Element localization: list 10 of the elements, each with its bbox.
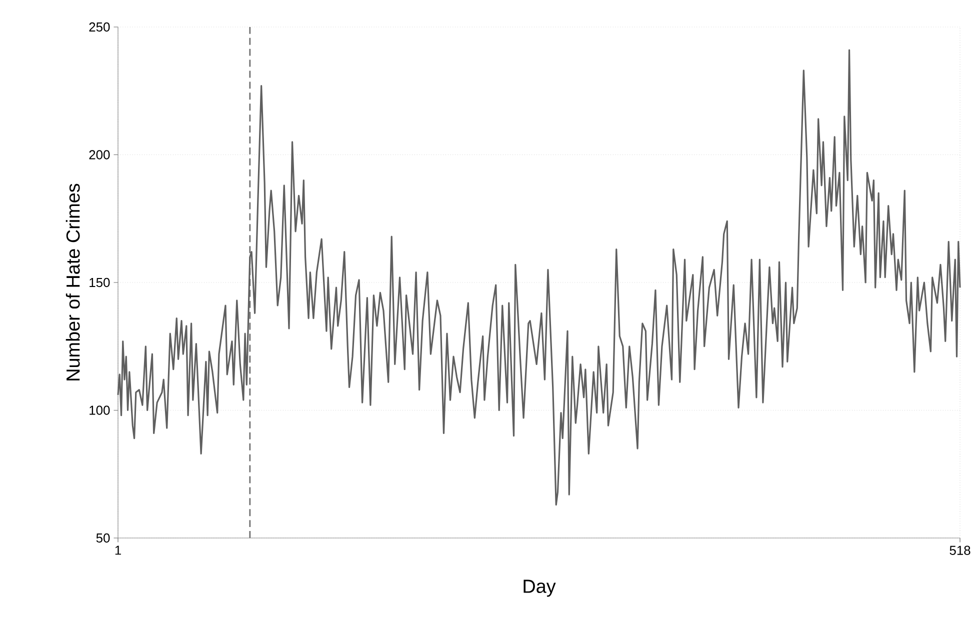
y-axis-title: Number of Hate Crimes (66, 184, 80, 380)
y-tick-label: 150 (90, 278, 110, 288)
y-tick-label: 50 (96, 533, 110, 543)
x-tick-label: 518 (950, 546, 970, 555)
line-series (117, 49, 961, 506)
x-tick-label: 1 (115, 546, 121, 555)
y-tick-label: 200 (89, 150, 110, 160)
y-tick-label: 100 (90, 406, 110, 415)
x-axis-title: Day (524, 580, 556, 597)
y-tick-label: 250 (89, 22, 110, 32)
